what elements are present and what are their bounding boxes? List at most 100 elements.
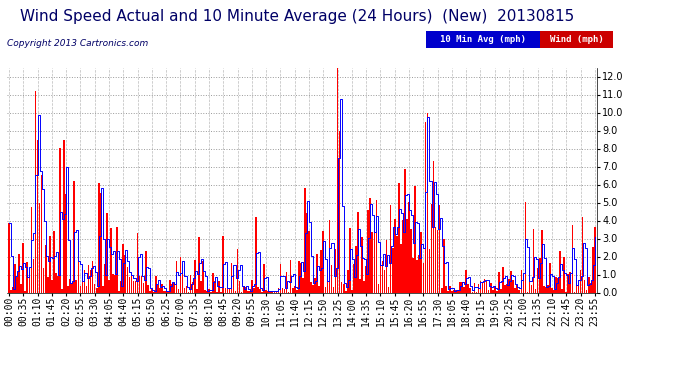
Bar bbox=[171, 285, 173, 292]
Bar bbox=[522, 276, 524, 292]
Bar bbox=[555, 277, 557, 292]
Bar bbox=[569, 272, 571, 292]
Bar bbox=[268, 291, 269, 292]
Bar bbox=[90, 270, 91, 292]
Bar bbox=[300, 263, 302, 292]
Bar bbox=[331, 266, 333, 292]
Bar bbox=[520, 270, 522, 292]
Bar bbox=[580, 270, 582, 292]
Bar bbox=[398, 183, 400, 292]
Bar bbox=[447, 291, 448, 292]
Bar bbox=[455, 290, 457, 292]
Bar bbox=[75, 280, 77, 292]
Bar bbox=[357, 212, 359, 292]
Bar bbox=[364, 281, 365, 292]
Bar bbox=[349, 228, 351, 292]
Bar bbox=[175, 261, 177, 292]
Bar bbox=[41, 175, 42, 292]
Bar bbox=[380, 247, 382, 292]
Bar bbox=[467, 285, 469, 292]
Bar bbox=[382, 261, 384, 292]
Bar bbox=[560, 251, 561, 292]
Bar bbox=[198, 237, 199, 292]
Bar bbox=[12, 288, 14, 292]
Bar bbox=[366, 266, 367, 292]
Bar bbox=[504, 285, 506, 292]
Bar bbox=[367, 210, 369, 292]
Bar bbox=[61, 289, 63, 292]
Bar bbox=[71, 284, 73, 292]
Bar bbox=[553, 290, 555, 292]
Bar bbox=[406, 219, 408, 292]
Bar bbox=[453, 291, 455, 292]
Bar bbox=[394, 219, 395, 292]
Bar bbox=[496, 291, 497, 292]
Bar bbox=[543, 286, 544, 292]
Bar bbox=[45, 244, 46, 292]
Bar bbox=[404, 170, 406, 292]
Bar bbox=[347, 270, 348, 292]
Bar bbox=[306, 213, 308, 292]
Bar bbox=[63, 140, 65, 292]
Bar bbox=[196, 289, 197, 292]
Bar bbox=[541, 230, 542, 292]
Bar bbox=[17, 278, 18, 292]
Bar bbox=[57, 276, 59, 292]
Bar bbox=[390, 205, 391, 292]
Bar bbox=[120, 281, 122, 292]
Text: Wind (mph): Wind (mph) bbox=[550, 35, 603, 44]
Bar bbox=[418, 255, 420, 292]
Bar bbox=[588, 277, 589, 292]
Bar bbox=[98, 183, 99, 292]
Bar bbox=[443, 238, 444, 292]
Bar bbox=[169, 280, 171, 292]
Bar bbox=[506, 284, 508, 292]
Bar bbox=[451, 291, 453, 292]
Bar bbox=[104, 264, 106, 292]
Bar bbox=[533, 230, 534, 292]
Bar bbox=[563, 257, 565, 292]
Bar bbox=[19, 254, 20, 292]
Bar bbox=[343, 284, 344, 292]
Bar bbox=[511, 271, 512, 292]
Bar bbox=[59, 148, 61, 292]
Bar bbox=[551, 288, 553, 292]
Bar bbox=[484, 279, 485, 292]
Bar bbox=[558, 278, 559, 292]
Bar bbox=[431, 204, 433, 292]
Bar bbox=[210, 291, 212, 292]
Text: Wind Speed Actual and 10 Minute Average (24 Hours)  (New)  20130815: Wind Speed Actual and 10 Minute Average … bbox=[19, 9, 574, 24]
Bar bbox=[251, 280, 253, 292]
Text: 10 Min Avg (mph): 10 Min Avg (mph) bbox=[440, 35, 526, 44]
Bar bbox=[384, 270, 386, 292]
Bar bbox=[488, 290, 489, 292]
Bar bbox=[492, 290, 493, 292]
Bar bbox=[362, 237, 363, 292]
Bar bbox=[110, 228, 112, 292]
Bar bbox=[81, 277, 83, 292]
Bar bbox=[115, 275, 116, 292]
Bar bbox=[433, 161, 435, 292]
Bar bbox=[132, 281, 135, 292]
Bar bbox=[298, 261, 299, 292]
Bar bbox=[498, 272, 500, 292]
Bar bbox=[53, 231, 55, 292]
Bar bbox=[549, 264, 551, 292]
Bar bbox=[141, 276, 142, 292]
Bar bbox=[294, 286, 295, 292]
Bar bbox=[66, 194, 67, 292]
Bar bbox=[77, 243, 79, 292]
Bar bbox=[30, 207, 32, 292]
Bar bbox=[249, 291, 250, 292]
Bar bbox=[32, 259, 34, 292]
Bar bbox=[117, 227, 118, 292]
Bar bbox=[24, 291, 26, 292]
Bar bbox=[259, 289, 261, 292]
Bar bbox=[143, 283, 144, 292]
Bar bbox=[457, 290, 459, 292]
Bar bbox=[439, 205, 440, 292]
Bar bbox=[296, 290, 297, 292]
Bar bbox=[318, 286, 320, 292]
Bar bbox=[562, 289, 563, 292]
Bar bbox=[473, 282, 475, 292]
